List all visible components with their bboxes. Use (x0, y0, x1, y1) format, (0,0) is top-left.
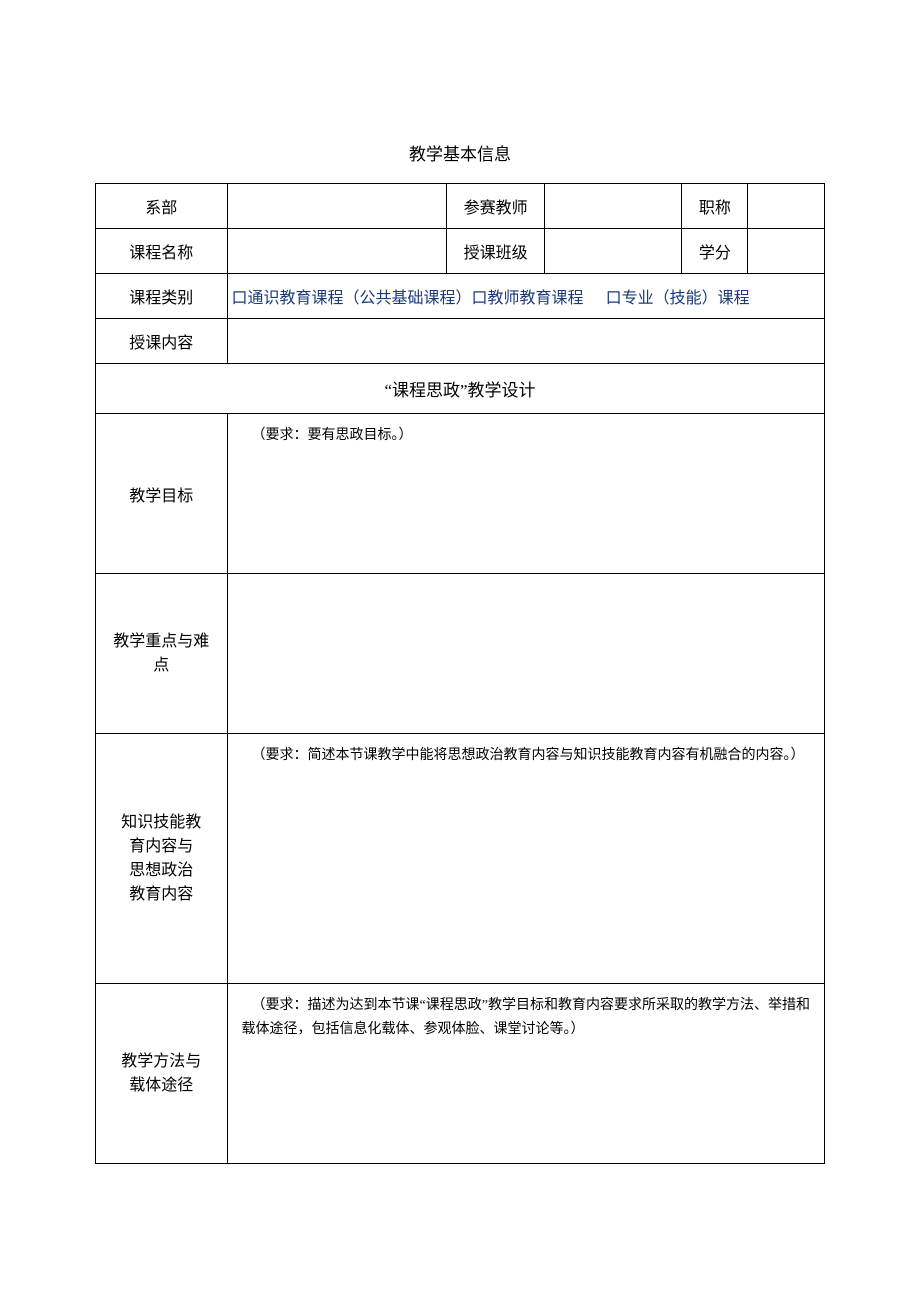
value-credits (748, 229, 825, 274)
note-goals: （要求：要有思政目标。） (252, 428, 413, 443)
row-course-category: 课程类别 口通识教育课程（公共基础课程）口教师教育课程 口专业（技能）课程 (96, 274, 825, 319)
value-goals: （要求：要有思政目标。） (227, 414, 824, 574)
value-knowledge: （要求：简述本节课教学中能将思想政治教育内容与知识技能教育内容有机融合的内容。） (227, 734, 824, 984)
value-department (227, 184, 446, 229)
label-goals: 教学目标 (96, 414, 228, 574)
label-knowledge: 知识技能教 育内容与 思想政治 教育内容 (96, 734, 228, 984)
row-department: 系部 参赛教师 职称 (96, 184, 825, 229)
label-teaching-content: 授课内容 (96, 319, 228, 364)
label-class: 授课班级 (446, 229, 545, 274)
category-option-2: 口专业（技能）课程 (606, 290, 750, 307)
value-course-category: 口通识教育课程（公共基础课程）口教师教育课程 口专业（技能）课程 (227, 274, 824, 319)
row-goals: 教学目标 （要求：要有思政目标。） (96, 414, 825, 574)
label-course-category: 课程类别 (96, 274, 228, 319)
label-teacher: 参赛教师 (446, 184, 545, 229)
value-keypoints (227, 574, 824, 734)
row-methods: 教学方法与 载体途径 （要求：描述为达到本节课“课程思政”教学目标和教育内容要求… (96, 984, 825, 1164)
value-title (748, 184, 825, 229)
value-teacher (545, 184, 682, 229)
page-title: 教学基本信息 (95, 140, 825, 165)
label-credits: 学分 (682, 229, 748, 274)
row-knowledge: 知识技能教 育内容与 思想政治 教育内容 （要求：简述本节课教学中能将思想政治教… (96, 734, 825, 984)
category-option-1: 口通识教育课程（公共基础课程）口教师教育课程 (232, 290, 584, 307)
row-course-name: 课程名称 授课班级 学分 (96, 229, 825, 274)
label-title: 职称 (682, 184, 748, 229)
note-knowledge: （要求：简述本节课教学中能将思想政治教育内容与知识技能教育内容有机融合的内容。） (252, 748, 805, 763)
value-methods: （要求：描述为达到本节课“课程思政”教学目标和教育内容要求所采取的教学方法、举措… (227, 984, 824, 1164)
label-course-name: 课程名称 (96, 229, 228, 274)
row-keypoints: 教学重点与难 点 (96, 574, 825, 734)
label-methods: 教学方法与 载体途径 (96, 984, 228, 1164)
form-table: 系部 参赛教师 职称 课程名称 授课班级 学分 课程类别 口通识教育课程（公共基… (95, 183, 825, 1164)
section-header: “课程思政”教学设计 (96, 364, 825, 414)
value-class (545, 229, 682, 274)
row-teaching-content: 授课内容 (96, 319, 825, 364)
label-keypoints: 教学重点与难 点 (96, 574, 228, 734)
value-course-name (227, 229, 446, 274)
label-department: 系部 (96, 184, 228, 229)
row-section-header: “课程思政”教学设计 (96, 364, 825, 414)
value-teaching-content (227, 319, 824, 364)
note-methods: （要求：描述为达到本节课“课程思政”教学目标和教育内容要求所采取的教学方法、举措… (242, 998, 810, 1037)
